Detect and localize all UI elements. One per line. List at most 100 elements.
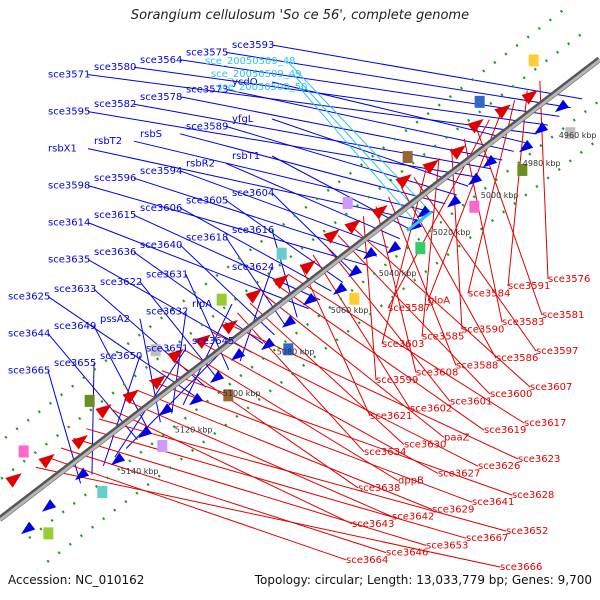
forward-gene-label: sce3655 [54,358,96,369]
reverse-gene-label: sce3602 [410,404,452,415]
reverse-gene-label: sce3641 [472,497,514,508]
reverse-connector [60,447,387,554]
forward-gene-label: sce3644 [8,329,50,340]
reverse-gene-label: sce3623 [518,454,560,465]
forward-gene-label: ycdO [232,77,258,88]
cog-block [402,151,413,164]
forward-gene-arrow [21,521,36,535]
feature-arrows [5,54,576,540]
cog-block [18,445,29,458]
reverse-connector [507,90,528,287]
forward-gene-label: rlpA [192,299,212,310]
reverse-gene-label: sce3586 [496,353,538,364]
forward-gene-arrow [111,452,126,466]
forward-connector [271,44,583,100]
forward-gene-label: yfgL [232,114,254,125]
reverse-connector [413,177,537,352]
reverse-gene-label: sce3583 [502,317,544,328]
tick-label: 5040 kbp [379,269,417,278]
reverse-gene-label: sce3600 [490,389,532,400]
cog-block [276,247,287,260]
reverse-gene-label: sce3587 [388,303,430,314]
forward-gene-arrow [534,122,549,135]
footer: Accession: NC_010162 Topology: circular;… [8,573,592,591]
forward-connector [47,296,195,397]
reverse-gene-label: sce3627 [438,468,480,479]
cog-block [474,95,485,108]
dotted-track-2 [0,33,582,482]
rna-connector [298,86,417,224]
cog-block [216,293,227,306]
forward-connector [87,111,480,179]
reverse-gene-label: sce3617 [524,418,566,429]
reverse-gene-arrow [272,274,289,290]
reverse-connector [186,350,399,482]
reverse-gene-arrow [467,118,484,134]
tick-label: 4980 kbp [523,159,561,168]
forward-gene-label: sce3573 [186,84,228,95]
reverse-gene-label: sce3608 [416,368,458,379]
reverse-connector [388,196,457,366]
tick-label: 5000 kbp [481,191,519,200]
forward-gene-label: sce3665 [8,366,50,377]
reverse-gene-arrow [395,174,412,189]
cog-block [528,54,539,67]
forward-connector [182,303,233,405]
reverse-gene-label: sce3597 [536,346,578,357]
reverse-gene-label: sce3584 [468,288,510,299]
forward-gene-label: sce3635 [48,255,90,266]
forward-gene-arrow [348,264,363,278]
reverse-gene-label: sce3628 [512,490,554,501]
forward-connector [133,140,435,213]
forward-gene-arrow [230,348,246,361]
reverse-connector [199,341,439,474]
reverse-gene-label: sce3629 [432,504,474,515]
reverse-gene-label: sce3642 [392,512,434,523]
reverse-gene-label: sce3626 [478,461,520,472]
reverse-gene-label: sce3653 [426,540,468,551]
forward-gene-label: sce3631 [146,269,188,280]
cog-block [283,343,294,356]
forward-connector [139,318,161,423]
reverse-gene-label: sce3590 [462,324,504,335]
reverse-connector [237,312,365,453]
forward-connector [239,266,273,362]
forward-gene-arrow [158,403,174,416]
reverse-gene-label: sce3664 [346,555,388,566]
tick-label: 5020 kbp [433,228,471,237]
reverse-connector [427,109,503,301]
reverse-gene-label: gloA [428,296,450,307]
forward-gene-label: sce3606 [140,203,182,214]
cog-block [43,527,54,540]
forward-gene-label: rsbT2 [94,136,122,147]
rna-gene-label: sce_20050509_50 [217,82,307,93]
reverse-gene-label: sce3621 [370,411,412,422]
reverse-gene-label: sce3601 [450,396,492,407]
forward-gene-label: sce3575 [186,47,228,58]
reverse-connector [48,457,347,561]
forward-gene-label: sce3582 [94,99,136,110]
reverse-connector [463,138,503,323]
forward-connector [87,222,309,310]
reverse-gene-arrow [299,260,316,275]
forward-gene-label: sce3622 [100,277,142,288]
forward-gene-arrow [302,292,318,306]
reverse-gene-arrow [149,375,166,390]
forward-gene-arrow [447,195,462,208]
forward-gene-arrow [468,172,483,186]
forward-gene-label: sce3614 [48,218,90,229]
reverse-gene-arrow [521,90,538,105]
reverse-gene-arrow [194,334,211,349]
forward-gene-label: sce3594 [140,166,182,177]
cog-block [517,163,528,176]
forward-gene-arrow [189,392,204,406]
forward-connector [179,170,389,248]
rna-connector [292,73,425,219]
dotted-track-1 [18,98,600,547]
forward-connector [91,363,95,475]
forward-connector [271,229,298,318]
forward-gene-label: sce3645 [192,336,234,347]
forward-gene-arrow [333,282,348,295]
reverse-gene-label: sce3603 [382,339,424,350]
